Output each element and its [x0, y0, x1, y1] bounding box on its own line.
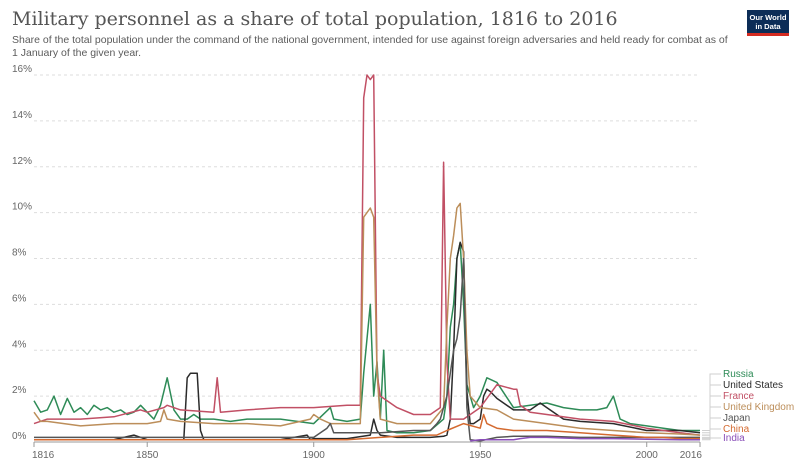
legend-connector — [702, 373, 721, 431]
legend-connector — [702, 384, 721, 434]
x-tick-label: 1900 — [303, 450, 326, 461]
chart-subtitle: Share of the total population under the … — [12, 34, 728, 59]
x-tick-label: 2000 — [636, 450, 659, 461]
y-tick-label: 2% — [12, 385, 27, 396]
chart-title: Military personnel as a share of total p… — [12, 8, 618, 30]
series-line-russia[interactable] — [33, 241, 700, 434]
y-tick-label: 0% — [12, 431, 27, 442]
logo-line-1: Our World — [749, 13, 787, 22]
series-line-japan[interactable] — [34, 257, 700, 442]
legend-label-france[interactable]: France — [723, 391, 755, 402]
x-tick-label: 1850 — [136, 450, 159, 461]
series-line-india[interactable] — [470, 436, 700, 442]
legend-label-russia[interactable]: Russia — [723, 369, 754, 380]
x-tick-label: 1950 — [469, 450, 492, 461]
y-tick-label: 16% — [12, 64, 32, 75]
y-tick-label: 4% — [12, 339, 27, 350]
legend-label-india[interactable]: India — [723, 433, 745, 444]
grid-lines — [34, 74, 700, 443]
y-tick-label: 14% — [12, 110, 32, 121]
legend-label-japan[interactable]: Japan — [723, 413, 750, 424]
legend-connector — [702, 417, 721, 438]
owid-logo[interactable]: Our World in Data — [747, 10, 789, 36]
logo-line-2: in Data — [755, 22, 781, 31]
legend-label-united-states[interactable]: United States — [723, 380, 783, 391]
y-tick-label: 8% — [12, 248, 27, 259]
y-tick-label: 10% — [12, 202, 32, 213]
series-line-china[interactable] — [34, 413, 700, 441]
y-tick-label: 6% — [12, 293, 27, 304]
x-tick-label: 1816 — [32, 450, 55, 461]
series-line-united-kingdom[interactable] — [33, 202, 701, 436]
legend-connector — [702, 428, 721, 440]
legend-connector — [702, 437, 721, 441]
series-line-united-states[interactable] — [34, 241, 701, 441]
legend-label-united-kingdom[interactable]: United Kingdom — [723, 402, 794, 413]
series-lines — [33, 74, 701, 442]
legend-label-china[interactable]: China — [723, 424, 750, 435]
y-tick-label: 12% — [12, 156, 32, 167]
y-axis-ticks: 0% 2% 4% 6% 8% 10% 12% 14% 16% — [12, 64, 32, 442]
x-axis: 1816 1850 1900 1950 2000 2016 — [32, 442, 702, 461]
series-line-france[interactable] — [33, 74, 701, 436]
x-tick-label: 2016 — [680, 450, 703, 461]
